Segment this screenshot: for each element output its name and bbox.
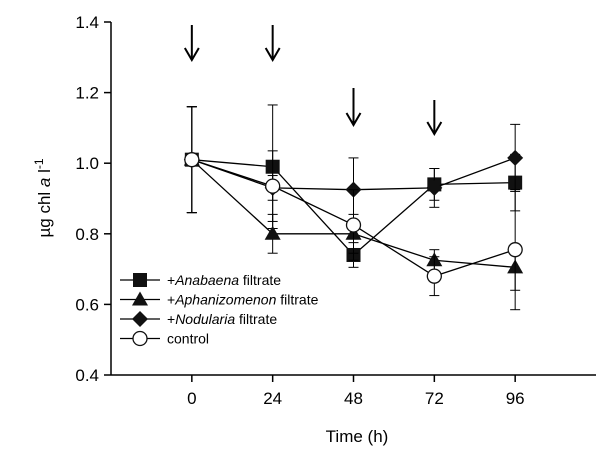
arrow-head — [264, 47, 281, 62]
legend-label-suffix: filtrate — [235, 311, 277, 327]
arrow-head — [345, 112, 362, 127]
data-point — [345, 217, 362, 233]
x-tick-label: 24 — [263, 389, 282, 408]
legend-label: control — [167, 331, 209, 347]
legend-label-italic: Nodularia — [175, 311, 235, 327]
x-axis-title: Time (h) — [326, 427, 389, 446]
y-tick-label: 1.2 — [75, 84, 99, 103]
y-axis-title-unit: l — [35, 169, 54, 178]
down-arrow-icon — [426, 100, 443, 136]
data-point — [507, 149, 524, 166]
data-point — [265, 178, 281, 194]
legend-item: +Nodularia filtrate — [120, 311, 277, 327]
axis-ticks: 0.4 0.6 0.8 1.0 1.2 1.4 0 24 48 72 96 — [75, 13, 524, 408]
legend-marker — [132, 311, 148, 327]
down-arrow-icon — [183, 25, 200, 62]
data-point — [184, 152, 200, 168]
x-tick-label: 48 — [344, 389, 363, 408]
y-tick-label: 0.6 — [75, 295, 99, 314]
legend-label-prefix: + — [167, 311, 175, 327]
data-point — [426, 268, 442, 284]
y-tick-label: 0.4 — [75, 366, 99, 385]
x-tick-label: 96 — [506, 389, 525, 408]
treatment-arrows — [183, 25, 443, 136]
legend-label: +Nodularia filtrate — [167, 311, 277, 327]
legend-label-italic: Anabaena — [174, 272, 239, 288]
x-tick-label: 0 — [187, 389, 196, 408]
y-tick-label: 1.4 — [75, 13, 99, 32]
y-tick-label: 0.8 — [75, 225, 99, 244]
legend: +Anabaena filtrate+Aphanizomenon filtrat… — [120, 272, 319, 347]
legend-item: +Anabaena filtrate — [120, 272, 281, 288]
y-axis-title: µg chl a l-1 — [32, 158, 54, 237]
data-point — [264, 225, 281, 240]
legend-label-italic: Aphanizomenon — [174, 292, 276, 308]
y-tick-label: 1.0 — [75, 154, 99, 173]
legend-item: +Aphanizomenon filtrate — [120, 291, 319, 308]
y-axis-title-exponent: -1 — [32, 158, 46, 169]
y-axis-title-italic: a — [35, 178, 54, 187]
series-layer — [183, 104, 524, 311]
legend-label-prefix: + — [167, 272, 175, 288]
data-point — [426, 179, 443, 196]
arrow-head — [426, 121, 443, 136]
x-tick-label: 72 — [425, 389, 444, 408]
legend-label: +Anabaena filtrate — [167, 272, 281, 288]
series-circle — [184, 106, 523, 311]
y-axis-title-prefix: µg chl — [35, 187, 54, 237]
legend-item: control — [120, 331, 209, 347]
legend-marker — [133, 273, 147, 287]
legend-marker — [132, 291, 148, 306]
legend-label-prefix: + — [167, 292, 175, 308]
down-arrow-icon — [345, 88, 362, 127]
legend-marker — [132, 330, 148, 347]
legend-label-suffix: filtrate — [276, 292, 318, 308]
legend-label-suffix: filtrate — [239, 272, 281, 288]
down-arrow-icon — [264, 25, 281, 62]
legend-label: +Aphanizomenon filtrate — [167, 292, 319, 308]
arrow-head — [183, 47, 200, 62]
data-point — [507, 242, 523, 258]
